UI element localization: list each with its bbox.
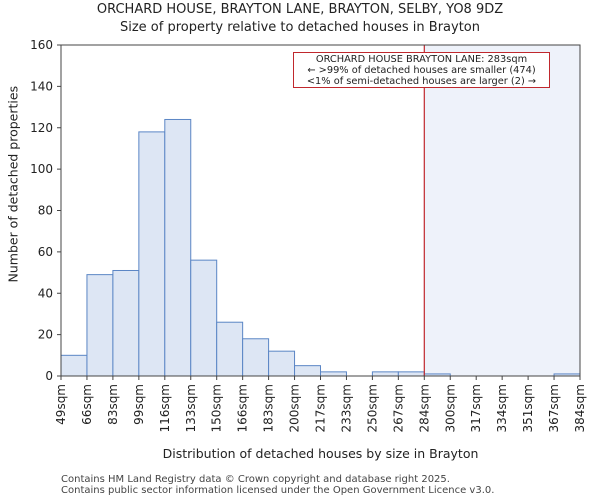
- histogram-bar: [294, 365, 321, 377]
- histogram-bar: [190, 259, 218, 377]
- x-tick-label: 183sqm: [262, 384, 276, 432]
- highlight-region: [424, 45, 580, 376]
- y-tick-label: 60: [38, 245, 53, 259]
- y-tick-label: 40: [38, 286, 53, 300]
- histogram-bar: [320, 371, 347, 377]
- y-tick-label: 120: [30, 121, 53, 135]
- x-tick-label: 284sqm: [417, 384, 431, 432]
- x-tick-label: 217sqm: [314, 384, 328, 432]
- x-tick-label: 133sqm: [184, 384, 198, 432]
- y-tick-label: 100: [30, 162, 53, 176]
- histogram-bar: [216, 321, 244, 377]
- histogram-bar: [112, 269, 140, 377]
- x-tick-label: 49sqm: [54, 384, 68, 425]
- histogram-bar: [164, 118, 192, 377]
- y-axis-label: Number of detached properties: [5, 85, 21, 283]
- histogram-bar: [242, 338, 270, 377]
- x-tick-label: 384sqm: [573, 384, 587, 432]
- y-tick-label: 80: [38, 204, 53, 218]
- x-tick-label: 233sqm: [339, 384, 353, 432]
- x-tick-label: 367sqm: [547, 384, 561, 432]
- x-tick-label: 200sqm: [288, 384, 302, 432]
- annotation-line-2: ← >99% of detached houses are smaller (4…: [307, 65, 536, 76]
- histogram-bar: [268, 350, 296, 377]
- annotation-line-3: <1% of semi-detached houses are larger (…: [306, 76, 537, 87]
- x-tick-label: 334sqm: [495, 384, 509, 432]
- histogram-bar: [371, 371, 399, 377]
- x-tick-label: 351sqm: [521, 384, 535, 432]
- x-axis-label: Distribution of detached houses by size …: [162, 446, 479, 461]
- x-tick-label: 317sqm: [469, 384, 483, 432]
- x-tick-label: 99sqm: [132, 384, 146, 425]
- chart-subtitle: Size of property relative to detached ho…: [119, 20, 480, 35]
- chart-title: ORCHARD HOUSE, BRAYTON LANE, BRAYTON, SE…: [96, 2, 504, 17]
- histogram-bar: [397, 371, 425, 377]
- x-tick-label: 116sqm: [158, 384, 172, 432]
- x-tick-label: 166sqm: [236, 384, 250, 432]
- x-tick-label: 267sqm: [391, 384, 405, 432]
- x-tick-label: 150sqm: [210, 384, 224, 432]
- y-tick-label: 0: [45, 369, 53, 383]
- y-tick-label: 20: [38, 328, 53, 342]
- x-tick-label: 66sqm: [80, 384, 94, 425]
- y-tick-label: 160: [30, 38, 53, 52]
- x-tick-label: 300sqm: [443, 384, 457, 432]
- footer-copyright: Contains HM Land Registry data © Crown c…: [61, 474, 450, 485]
- histogram-bar: [60, 354, 88, 377]
- x-tick-label: 83sqm: [106, 384, 120, 425]
- annotation-line-1: ORCHARD HOUSE BRAYTON LANE: 283sqm: [315, 54, 528, 65]
- y-tick-label: 140: [30, 79, 53, 93]
- property-annotation-box: ORCHARD HOUSE BRAYTON LANE: 283sqm ← >99…: [293, 52, 550, 88]
- histogram-bar: [138, 131, 166, 377]
- footer-licence: Contains public sector information licen…: [61, 485, 495, 496]
- x-tick-label: 250sqm: [365, 384, 379, 432]
- histogram-bar: [86, 274, 114, 377]
